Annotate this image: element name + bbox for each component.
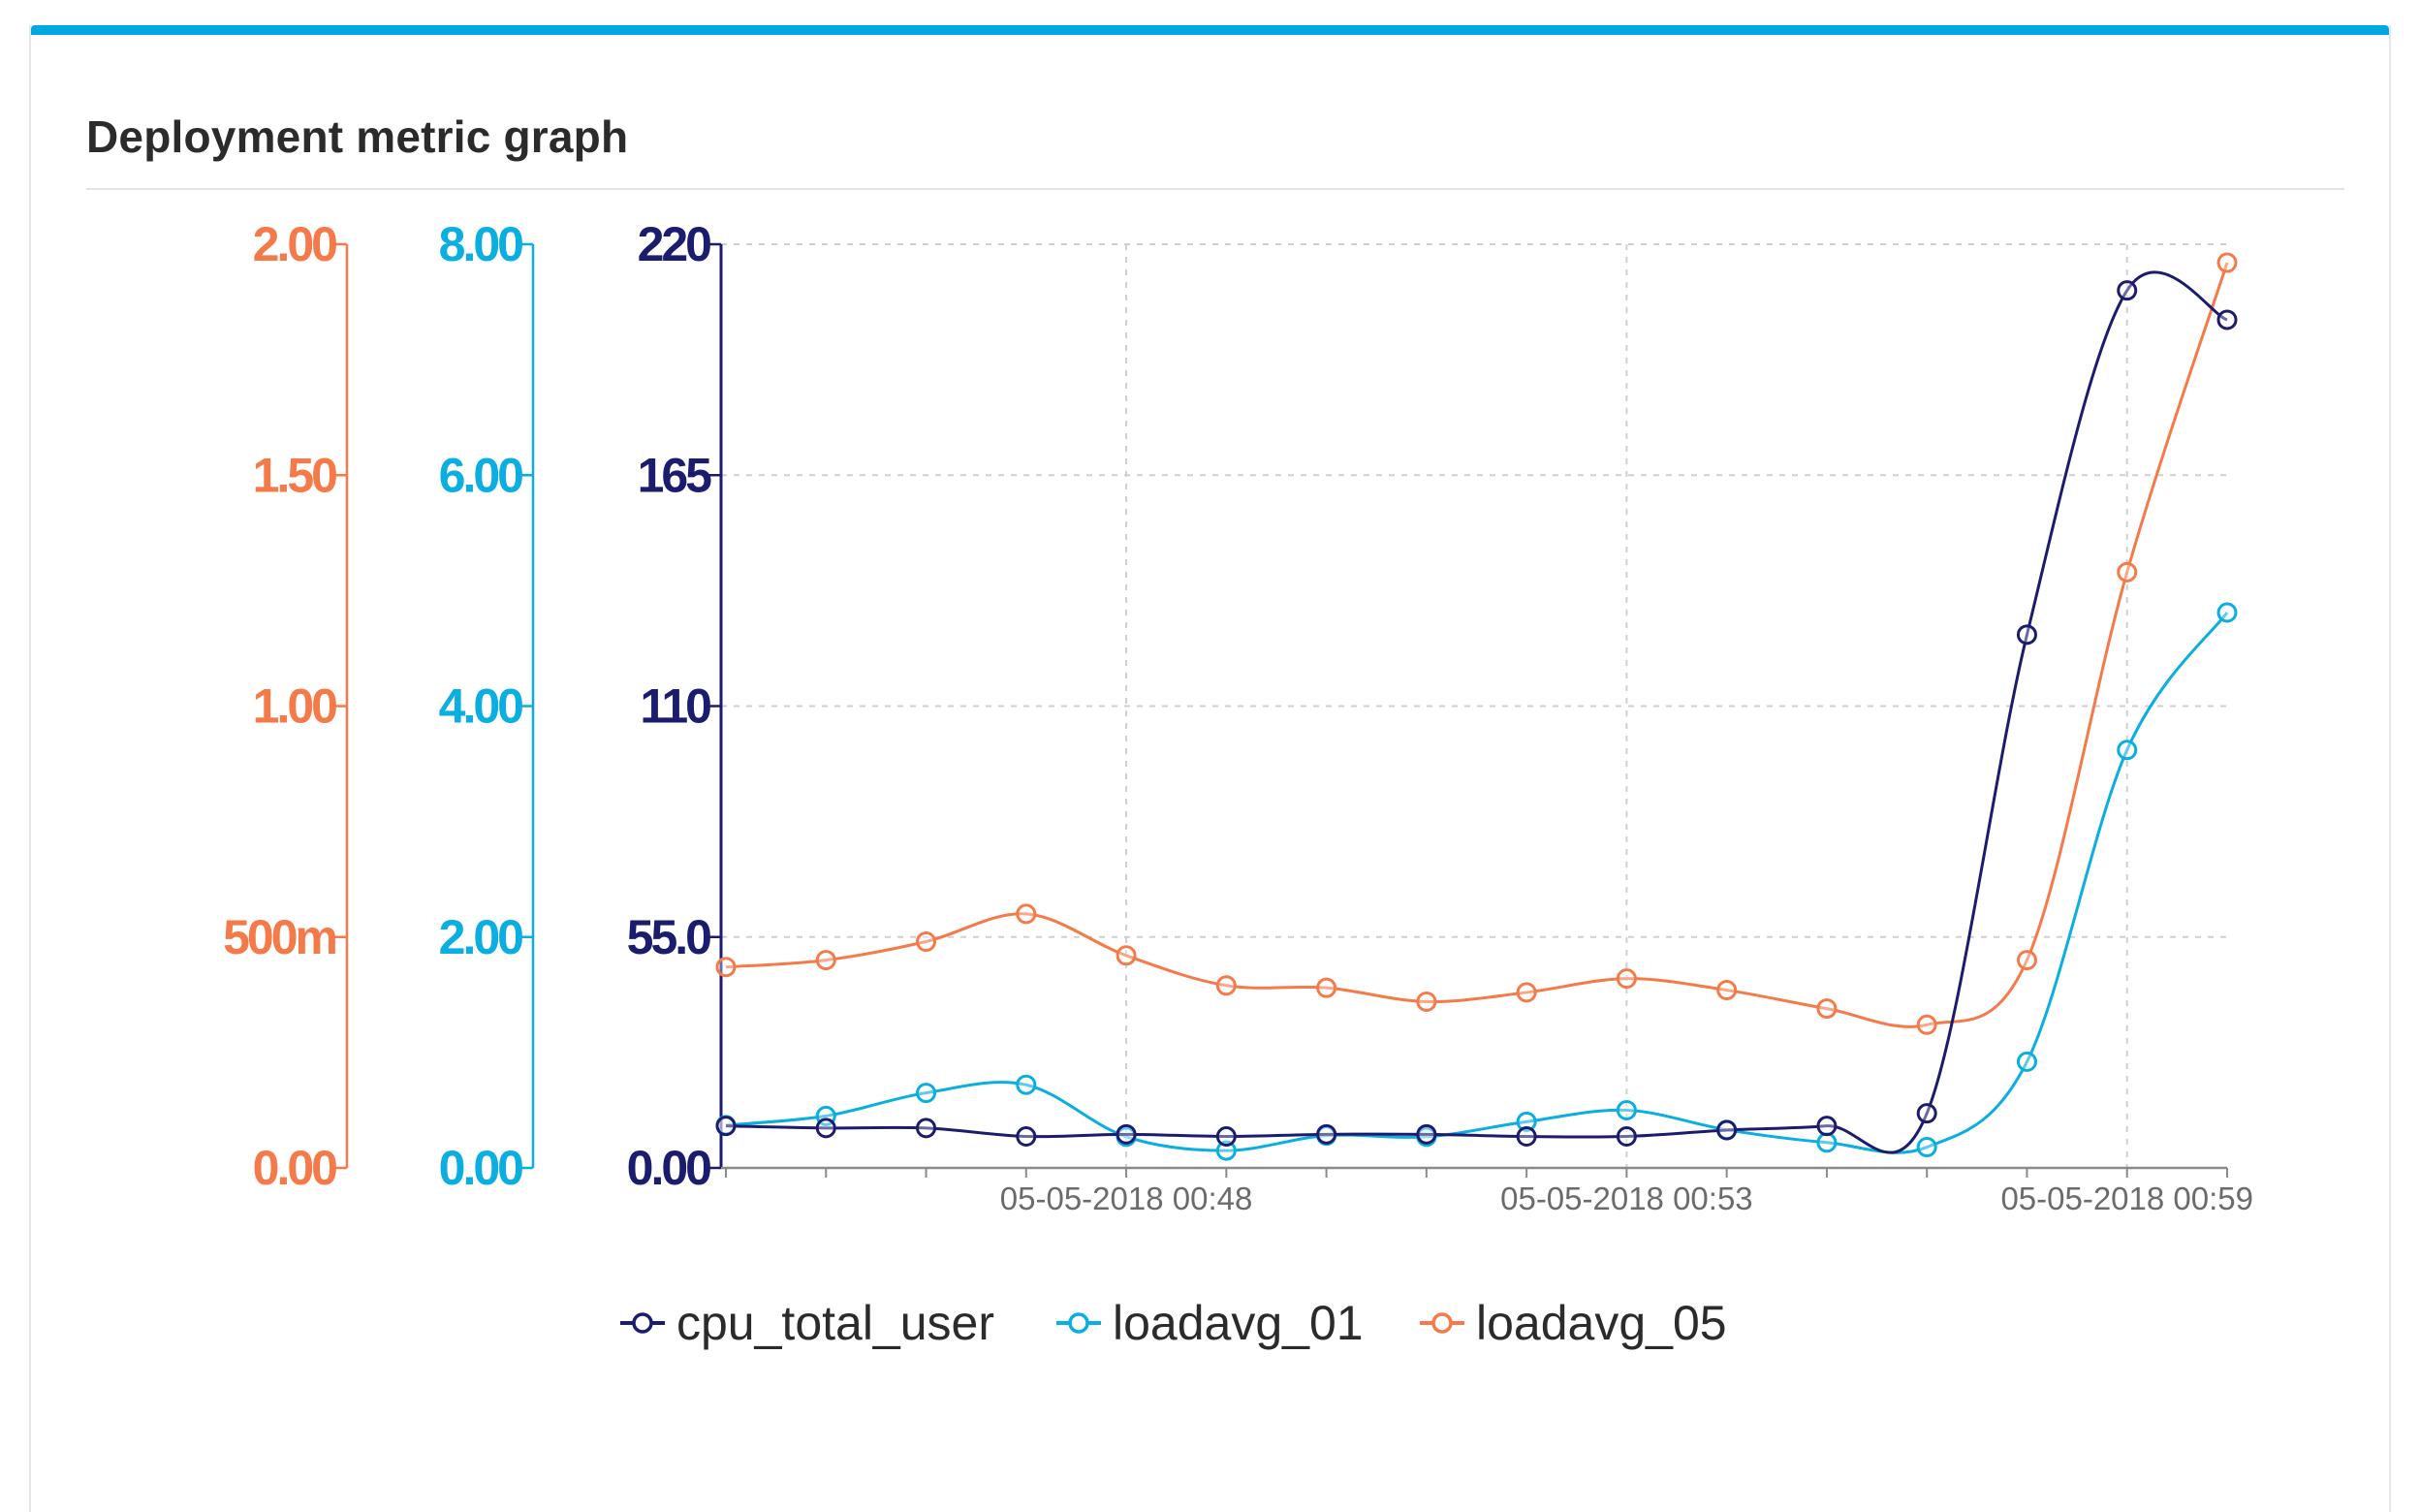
data-point-cpu_total_user: [1316, 1123, 1337, 1145]
data-point-loadavg_01: [1916, 1137, 1937, 1158]
card-divider: [86, 188, 2344, 190]
data-point-loadavg_05: [1816, 998, 1838, 1020]
data-point-cpu_total_user: [1816, 1116, 1838, 1137]
data-point-loadavg_01: [1215, 1140, 1237, 1161]
series-line-loadavg_01: [725, 612, 2229, 1154]
y-tick-label: 0.00: [627, 1141, 711, 1195]
data-point-cpu_total_user: [2016, 624, 2037, 646]
y-tick-label: 1.50: [253, 448, 337, 502]
data-point-loadavg_01: [1516, 1111, 1537, 1132]
legend-swatch-marker: [1431, 1312, 1453, 1334]
data-point-cpu_total_user: [1916, 1103, 1937, 1124]
data-point-cpu_total_user: [815, 1118, 836, 1139]
x-tick-label: 05-05-2018 00:48: [1000, 1181, 1253, 1216]
data-point-cpu_total_user: [1716, 1119, 1738, 1141]
x-tick-label: 05-05-2018 00:53: [1500, 1181, 1753, 1216]
y-tick-label: 8.00: [439, 217, 523, 271]
data-point-cpu_total_user: [2216, 309, 2238, 331]
data-point-cpu_total_user: [2117, 280, 2138, 301]
data-point-cpu_total_user: [1116, 1123, 1137, 1145]
y-tick-label: 165: [638, 448, 712, 502]
data-point-loadavg_05: [1316, 977, 1337, 998]
data-point-loadavg_01: [2216, 602, 2238, 623]
legend-label: loadavg_01: [1113, 1296, 1364, 1350]
y-tick-label: 0.00: [253, 1141, 337, 1195]
data-point-cpu_total_user: [715, 1116, 737, 1137]
y-tick-label: 55.0: [627, 910, 711, 964]
data-point-loadavg_01: [1816, 1132, 1838, 1153]
y-tick-label: 0.00: [439, 1141, 523, 1195]
card-accent-bar: [31, 25, 2389, 35]
data-point-loadavg_05: [1616, 968, 1637, 990]
data-point-loadavg_01: [2016, 1051, 2037, 1072]
data-point-loadavg_01: [1616, 1099, 1637, 1120]
y-tick-label: 2.00: [439, 910, 523, 964]
data-point-cpu_total_user: [1215, 1126, 1237, 1148]
data-point-loadavg_05: [916, 931, 937, 953]
data-point-loadavg_05: [1116, 945, 1137, 966]
y-tick-label: 500m: [223, 910, 335, 964]
data-point-loadavg_05: [1416, 991, 1437, 1012]
data-point-loadavg_05: [2216, 252, 2238, 273]
data-point-cpu_total_user: [1416, 1123, 1437, 1145]
x-tick-label: 05-05-2018 00:59: [2000, 1181, 2253, 1216]
data-point-loadavg_05: [1215, 975, 1237, 996]
data-point-cpu_total_user: [1616, 1126, 1637, 1148]
y-tick-label: 1.00: [253, 679, 337, 734]
data-point-loadavg_05: [2016, 950, 2037, 971]
y-tick-label: 110: [640, 679, 710, 734]
y-tick-label: 4.00: [439, 679, 523, 734]
series-line-loadavg_05: [725, 262, 2229, 1028]
y-tick-label: 6.00: [439, 448, 523, 502]
data-point-cpu_total_user: [1516, 1126, 1537, 1148]
data-point-loadavg_05: [2117, 561, 2138, 583]
legend-label: cpu_total_user: [676, 1296, 994, 1350]
y-tick-label: 220: [638, 217, 711, 271]
data-point-loadavg_01: [916, 1083, 937, 1104]
data-point-loadavg_01: [2117, 740, 2138, 761]
y-tick-label: 2.00: [253, 217, 337, 271]
card-title: Deployment metric graph: [86, 111, 629, 162]
series-line-cpu_total_user: [725, 270, 2228, 1154]
data-point-cpu_total_user: [1016, 1126, 1037, 1148]
legend-swatch-marker: [632, 1312, 653, 1334]
legend-swatch-marker: [1068, 1312, 1089, 1334]
data-point-loadavg_05: [1016, 903, 1037, 925]
legend-label: loadavg_05: [1476, 1296, 1727, 1350]
data-point-cpu_total_user: [916, 1118, 937, 1139]
data-point-loadavg_05: [815, 950, 836, 971]
data-point-loadavg_05: [1716, 980, 1738, 1001]
data-point-loadavg_01: [1016, 1074, 1037, 1095]
data-point-loadavg_05: [1916, 1014, 1937, 1035]
data-point-loadavg_05: [715, 957, 737, 978]
metric-card: Deployment metric graph: [29, 25, 2391, 1512]
data-point-loadavg_05: [1516, 982, 1537, 1003]
